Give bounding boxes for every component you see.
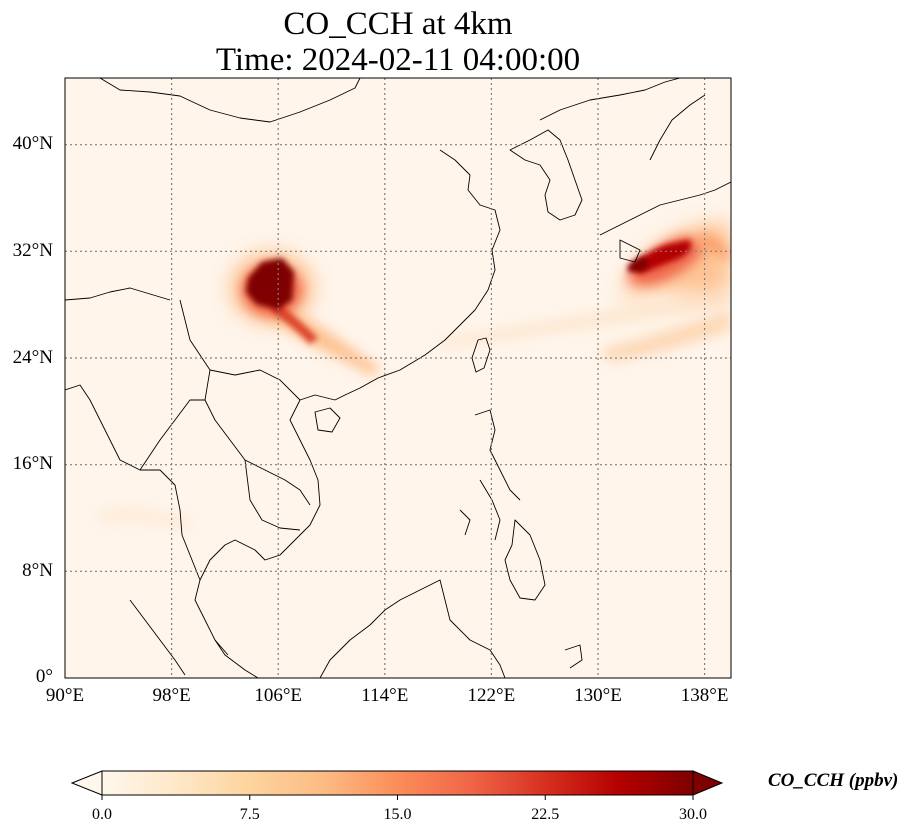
colorbar-label-15: 15.0 bbox=[383, 806, 412, 823]
philippines-coastline bbox=[459, 409, 546, 601]
sulawesi-coastline bbox=[564, 644, 583, 669]
borneo-coastline bbox=[319, 579, 506, 678]
map-background bbox=[65, 78, 731, 678]
inland-borders bbox=[139, 299, 311, 531]
plume-japan-core-dark bbox=[628, 256, 648, 272]
lon-label-106: 106°E bbox=[254, 685, 303, 706]
japan-coastline bbox=[599, 94, 731, 263]
lat-label-8: 8°N bbox=[22, 560, 53, 581]
colorbar-label-7.5: 7.5 bbox=[239, 806, 260, 823]
lat-label-40: 40°N bbox=[12, 133, 53, 154]
lon-label-114: 114°E bbox=[361, 685, 409, 706]
lon-label-130: 130°E bbox=[574, 685, 622, 706]
plume-streak-south bbox=[100, 508, 190, 530]
china-coastline bbox=[334, 149, 501, 401]
colorbar-label-0: 0.0 bbox=[92, 806, 112, 823]
coastlines bbox=[65, 78, 731, 678]
plume-streak-east-2 bbox=[600, 310, 731, 362]
plume-sichuan-core bbox=[246, 258, 294, 310]
chart-title: CO_CCH at 4km bbox=[283, 6, 513, 42]
lon-label-98: 98°E bbox=[152, 685, 191, 706]
korea-coastline bbox=[509, 129, 583, 221]
colorbar-extend-min bbox=[70, 770, 103, 796]
lon-label-122: 122°E bbox=[467, 685, 516, 706]
lon-label-138: 138°E bbox=[680, 685, 729, 706]
chart-subtitle: Time: 2024-02-11 04:00:00 bbox=[215, 42, 581, 78]
indochina-coastline bbox=[194, 394, 336, 678]
west-coast bbox=[65, 287, 171, 301]
plume-sichuan-trail bbox=[272, 300, 318, 344]
malay-coastline bbox=[129, 599, 229, 676]
lat-label-24: 24°N bbox=[12, 347, 53, 368]
colorbar-label-22.5: 22.5 bbox=[531, 806, 560, 823]
colorbar-label-30: 30.0 bbox=[679, 806, 707, 823]
map-frame bbox=[64, 77, 732, 679]
colorbar bbox=[70, 770, 724, 800]
lon-label-90: 90°E bbox=[45, 685, 85, 706]
hainan-coastline bbox=[314, 407, 341, 433]
lat-label-32: 32°N bbox=[12, 240, 53, 261]
colorbar-title: CO_CCH (ppbv) bbox=[768, 770, 899, 791]
lat-label-16: 16°N bbox=[12, 453, 53, 474]
gridlines bbox=[65, 78, 731, 678]
plume-streak-east bbox=[440, 292, 731, 348]
colorbar-extend-max bbox=[692, 770, 724, 796]
colorbar-body bbox=[101, 770, 694, 796]
northern-border bbox=[99, 78, 681, 123]
concentration-field bbox=[100, 222, 731, 530]
plume-japan-arc bbox=[700, 232, 731, 262]
lat-label-0: 0° bbox=[35, 666, 53, 687]
